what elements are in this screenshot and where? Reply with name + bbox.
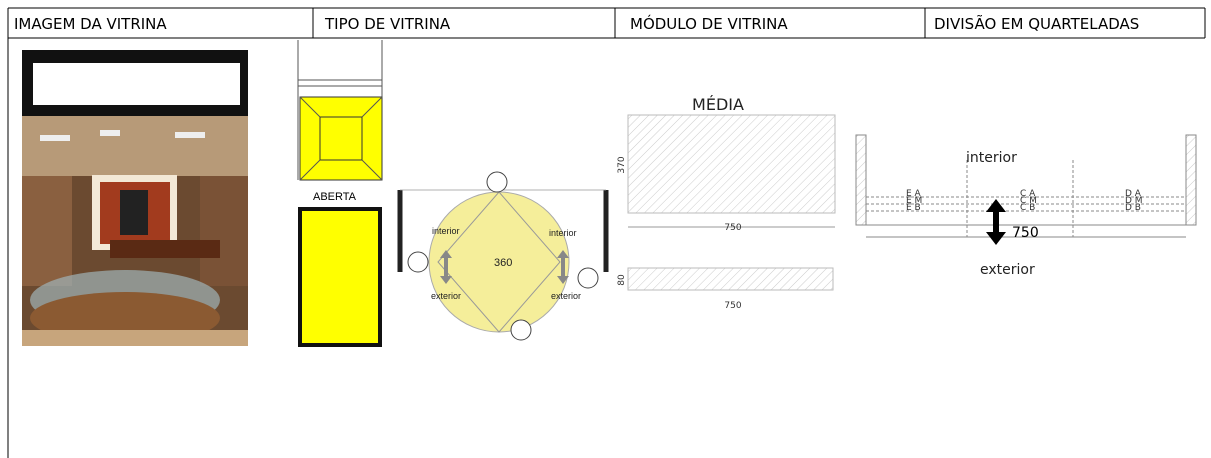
division-labels: E AE ME B C AC MC B D AD MD B (906, 189, 1143, 213)
side-label: interior (432, 226, 460, 236)
module-front (627, 114, 836, 214)
side-label: interior (966, 150, 1017, 166)
module-width: 750 (724, 223, 741, 233)
side-label: interior (549, 228, 577, 238)
division-label: C M (1020, 196, 1037, 206)
division-label: D B (1125, 203, 1141, 213)
module-height: 80 (617, 274, 627, 286)
module-base (627, 267, 834, 291)
side-label: exterior (980, 262, 1035, 278)
division-label: E M (906, 196, 922, 206)
division-label: E A (906, 189, 922, 199)
module-width: 750 (724, 301, 741, 311)
header: TIPO DE VITRINA (324, 15, 451, 33)
table-grid (7, 7, 1206, 458)
division-label: C A (1020, 189, 1036, 199)
depth-label: 750 (1012, 225, 1039, 241)
vitrine-elevation (297, 40, 383, 181)
division-label: C B (1020, 203, 1035, 213)
rotation-diagram (397, 171, 609, 341)
header: MÓDULO DE VITRINA (630, 14, 788, 33)
vitrine-front (298, 207, 382, 347)
header: IMAGEM DA VITRINA (14, 15, 167, 33)
vitrine-type-label: ABERTA (313, 191, 357, 203)
module-height: 370 (617, 156, 627, 173)
division-label: E B (906, 203, 921, 213)
division-label: D M (1125, 196, 1143, 206)
side-label: exterior (431, 291, 461, 301)
header: DIVISÃO EM QUARTELADAS (934, 14, 1139, 33)
module-title: MÉDIA (692, 95, 744, 114)
side-label: exterior (551, 291, 581, 301)
division-label: D A (1125, 189, 1142, 199)
rotation-angle: 360 (494, 257, 512, 269)
division-plan (855, 134, 1197, 245)
store-photo (22, 50, 248, 346)
